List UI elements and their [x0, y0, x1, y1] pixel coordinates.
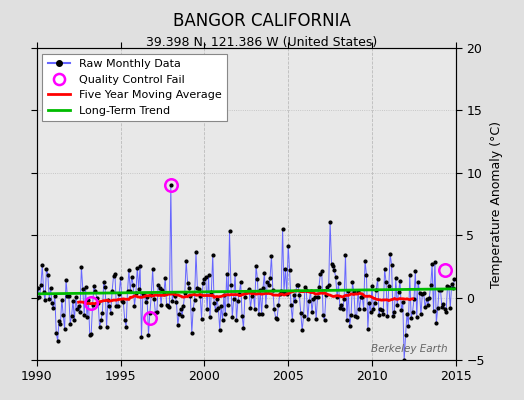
Text: BANGOR CALIFORNIA: BANGOR CALIFORNIA — [173, 12, 351, 30]
Legend: Raw Monthly Data, Quality Control Fail, Five Year Moving Average, Long-Term Tren: Raw Monthly Data, Quality Control Fail, … — [42, 54, 227, 121]
Text: Berkeley Earth: Berkeley Earth — [371, 344, 447, 354]
Y-axis label: Temperature Anomaly (°C): Temperature Anomaly (°C) — [490, 120, 504, 288]
Text: 39.398 N, 121.386 W (United States): 39.398 N, 121.386 W (United States) — [146, 36, 378, 49]
